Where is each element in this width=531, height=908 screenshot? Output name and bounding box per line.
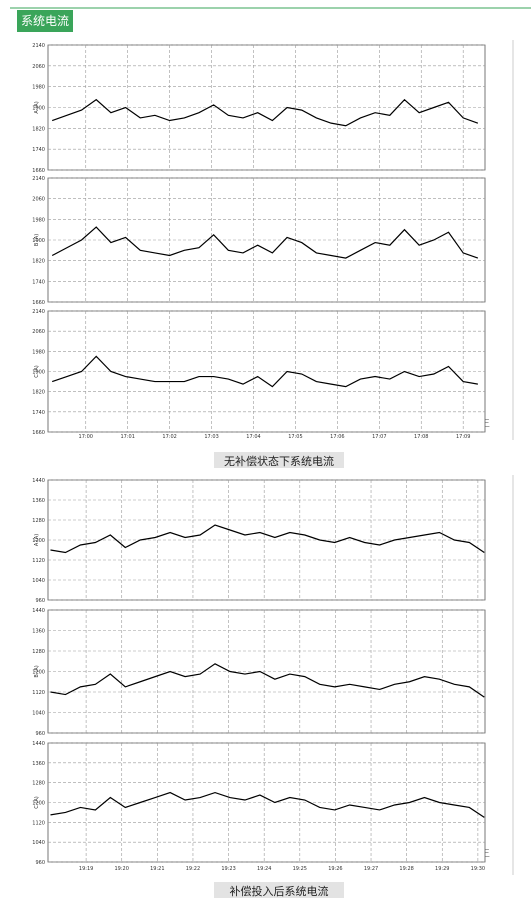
- y-axis-label: A (A): [34, 101, 40, 113]
- y-tick-label: 1040: [32, 578, 45, 584]
- y-tick-label: 1660: [32, 300, 45, 306]
- y-tick-label: 1200: [32, 670, 45, 676]
- y-axis-label: B (A): [34, 234, 40, 246]
- y-tick-label: 1820: [32, 390, 45, 396]
- y-tick-label: 1120: [32, 820, 45, 826]
- y-tick-label: 1980: [32, 85, 45, 91]
- caption-bg: [214, 882, 344, 898]
- series-line: [51, 226, 479, 259]
- x-tick-label: 17:09: [456, 434, 470, 440]
- y-tick-label: 1820: [32, 126, 45, 132]
- y-tick-label: 1360: [32, 629, 45, 635]
- x-tick-label: 17:06: [330, 434, 344, 440]
- y-tick-label: 1820: [32, 259, 45, 265]
- y-tick-label: 960: [35, 598, 45, 604]
- x-tick-label: 17:02: [162, 434, 176, 440]
- x-tick-label: 19:19: [79, 866, 93, 872]
- y-tick-label: 2140: [32, 176, 45, 182]
- y-tick-label: 1900: [32, 370, 45, 376]
- y-tick-label: 1360: [32, 761, 45, 767]
- y-tick-label: 2060: [32, 197, 45, 203]
- y-tick-label: 2140: [32, 43, 45, 49]
- y-tick-label: 1440: [32, 478, 45, 484]
- y-tick-label: 1660: [32, 168, 45, 174]
- y-tick-label: 1440: [32, 608, 45, 614]
- y-tick-label: 1280: [32, 781, 45, 787]
- header-tag: [17, 10, 73, 32]
- series-line: [50, 524, 485, 554]
- x-tick-label: 17:03: [204, 434, 218, 440]
- y-axis-label: B (A): [34, 665, 40, 677]
- y-axis-label: C (A): [34, 365, 40, 377]
- y-tick-label: 1740: [32, 279, 45, 285]
- series-line: [51, 98, 479, 127]
- y-tick-label: 1740: [32, 410, 45, 416]
- y-axis-label: A (A): [34, 534, 40, 546]
- x-tick-label: 19:29: [435, 866, 449, 872]
- x-tick-label: 17:05: [288, 434, 302, 440]
- y-tick-label: 1980: [32, 217, 45, 223]
- x-tick-label: 19:23: [221, 866, 235, 872]
- header-title: 系统电流: [21, 14, 69, 28]
- y-tick-label: 1900: [32, 106, 45, 112]
- y-tick-label: 1900: [32, 238, 45, 244]
- y-tick-label: 1040: [32, 840, 45, 846]
- y-tick-label: 960: [35, 860, 45, 866]
- y-tick-label: 1740: [32, 147, 45, 153]
- y-tick-label: 960: [35, 731, 45, 737]
- y-tick-label: 1360: [32, 498, 45, 504]
- y-tick-label: 2060: [32, 64, 45, 70]
- y-tick-label: 1980: [32, 349, 45, 355]
- y-tick-label: 1200: [32, 538, 45, 544]
- series-line: [50, 663, 485, 698]
- x-tick-label: 19:27: [364, 866, 378, 872]
- x-tick-label: 19:25: [293, 866, 307, 872]
- x-tick-label: 19:22: [186, 866, 200, 872]
- figure-caption: 无补偿状态下系统电流: [224, 454, 334, 468]
- y-tick-label: 1120: [32, 558, 45, 564]
- y-tick-label: 1280: [32, 649, 45, 655]
- y-tick-label: 1280: [32, 518, 45, 524]
- series-line: [51, 355, 478, 388]
- x-tick-label: 17:07: [372, 434, 386, 440]
- x-tick-label: 19:21: [150, 866, 164, 872]
- y-tick-label: 1660: [32, 430, 45, 436]
- x-tick-label: 17:00: [79, 434, 93, 440]
- y-tick-label: 2140: [32, 309, 45, 315]
- figure-caption: 补偿投入后系统电流: [230, 884, 329, 898]
- series-line: [50, 791, 485, 818]
- x-tick-label: 17:08: [414, 434, 428, 440]
- x-tick-label: 19:30: [471, 866, 485, 872]
- x-tick-label: 19:28: [399, 866, 413, 872]
- y-tick-label: 1120: [32, 690, 45, 696]
- x-tick-label: 19:26: [328, 866, 342, 872]
- y-tick-label: 1440: [32, 741, 45, 747]
- x-tick-label: 19:24: [257, 866, 271, 872]
- x-tick-label: 17:04: [246, 434, 260, 440]
- y-axis-label: C (A): [34, 796, 40, 808]
- y-tick-label: 1200: [32, 801, 45, 807]
- y-tick-label: 2060: [32, 329, 45, 335]
- y-tick-label: 1040: [32, 711, 45, 717]
- x-tick-label: 19:20: [115, 866, 129, 872]
- caption-bg: [214, 452, 344, 468]
- x-tick-label: 17:01: [120, 434, 134, 440]
